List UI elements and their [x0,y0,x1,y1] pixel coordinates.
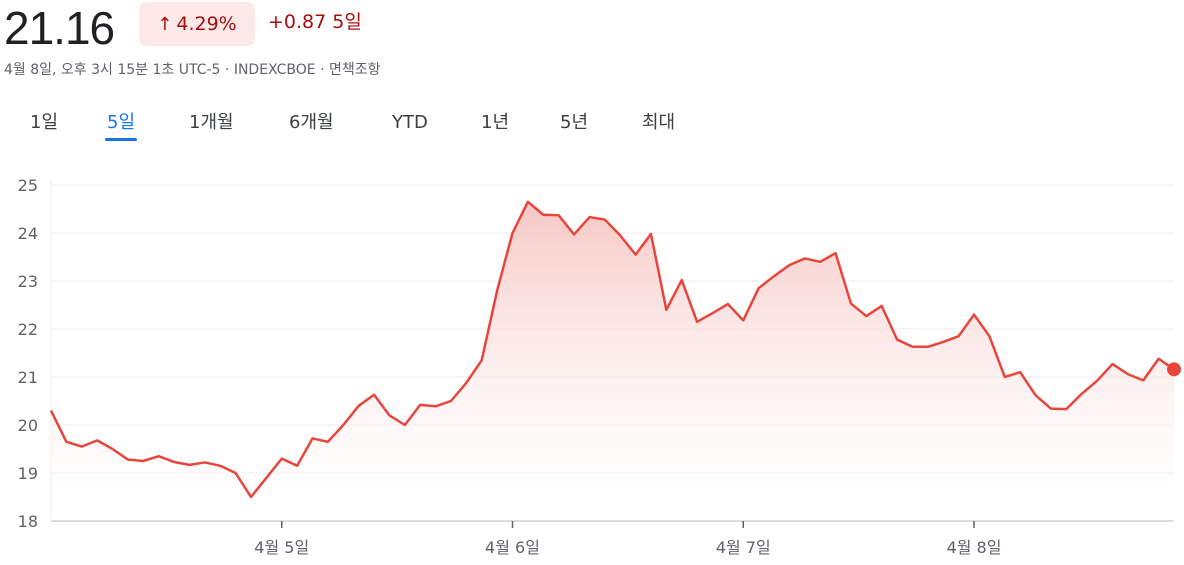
price-chart[interactable]: 18 19 20 21 22 23 24 25 4월 5일 4월 6일 4월 7일 4월 8일 [0,160,1184,561]
tab-max[interactable]: 최대 [642,108,675,140]
tab-ytd[interactable]: YTD [392,108,428,140]
tab-1y[interactable]: 1년 [481,108,509,140]
tab-label: 1일 [30,112,59,133]
arrow-up-icon: ↑ [157,13,173,35]
y-tick-label: 19 [18,464,38,483]
tab-label: 최대 [642,112,676,133]
y-tick-label: 20 [18,416,38,435]
x-tick-label: 4월 7일 [716,538,771,557]
tab-1d[interactable]: 1일 [30,108,58,140]
tab-label: 5일 [107,112,136,133]
x-tick-label: 4월 8일 [947,538,1002,557]
tab-1m[interactable]: 1개월 [189,108,234,140]
y-tick-label: 18 [18,512,38,531]
y-axis-labels: 18 19 20 21 22 23 24 25 [18,176,38,531]
absolute-change: +0.87 5일 [268,10,362,34]
tab-label: 5년 [560,112,589,133]
y-tick-label: 25 [18,176,38,195]
tab-5y[interactable]: 5년 [560,108,588,140]
x-axis: 4월 5일 4월 6일 4월 7일 4월 8일 [254,521,1001,557]
timestamp-exchange-disclaimer[interactable]: 4월 8일, 오후 3시 15분 1초 UTC-5 · INDEXCBOE · … [4,62,381,78]
quote-header: 21.16 ↑ 4.29% +0.87 5일 4월 8일, 오후 3시 15분 1… [0,0,1184,90]
active-tab-indicator [105,138,138,141]
x-tick-label: 4월 5일 [254,538,309,557]
tab-6m[interactable]: 6개월 [289,108,334,140]
absolute-change-value: +0.87 [268,11,327,33]
range-tabs: 1일 5일 1개월 6개월 YTD 1년 5년 최대 [0,108,760,144]
change-period: 5일 [332,11,362,33]
percent-change-badge: ↑ 4.29% [139,2,255,46]
y-tick-label: 24 [18,224,38,243]
last-price-marker[interactable] [1167,362,1181,377]
y-tick-label: 22 [18,320,38,339]
y-tick-label: 23 [18,272,38,291]
tab-label: 1년 [481,112,510,133]
price-chart-svg[interactable]: 18 19 20 21 22 23 24 25 4월 5일 4월 6일 4월 7일 4월 8일 [0,160,1184,561]
tab-label: YTD [392,112,428,133]
percent-change-value: 4.29% [176,13,237,35]
current-price: 21.16 [4,2,115,54]
tab-label: 6개월 [289,112,334,133]
x-tick-label: 4월 6일 [485,538,540,557]
quote-meta: 4월 8일, 오후 3시 15분 1초 UTC-5 · INDEXCBOE · … [4,59,381,79]
tab-label: 1개월 [189,112,234,133]
price-area-fill [51,201,1174,522]
y-tick-label: 21 [18,368,38,387]
tab-5d[interactable]: 5일 [105,108,138,141]
price-line[interactable] [49,200,1175,499]
